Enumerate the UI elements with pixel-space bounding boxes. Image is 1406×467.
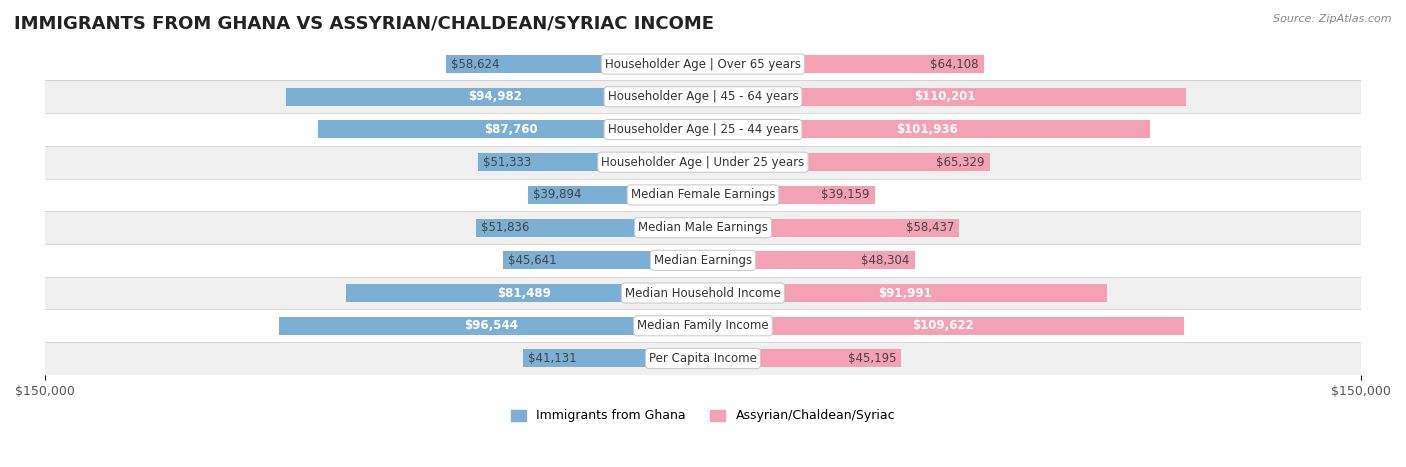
Text: $96,544: $96,544 — [464, 319, 519, 333]
Text: IMMIGRANTS FROM GHANA VS ASSYRIAN/CHALDEAN/SYRIAC INCOME: IMMIGRANTS FROM GHANA VS ASSYRIAN/CHALDE… — [14, 14, 714, 32]
Bar — [45, 113, 1361, 146]
Bar — [45, 342, 1361, 375]
Text: $45,641: $45,641 — [508, 254, 557, 267]
Bar — [318, 120, 703, 139]
Legend: Immigrants from Ghana, Assyrian/Chaldean/Syriac: Immigrants from Ghana, Assyrian/Chaldean… — [506, 404, 900, 427]
Text: $94,982: $94,982 — [468, 90, 522, 103]
Text: Source: ZipAtlas.com: Source: ZipAtlas.com — [1274, 14, 1392, 24]
Text: $65,329: $65,329 — [936, 156, 984, 169]
Text: $64,108: $64,108 — [931, 57, 979, 71]
Bar — [703, 219, 959, 237]
Bar — [475, 219, 703, 237]
Bar — [280, 317, 703, 335]
Text: $45,195: $45,195 — [848, 352, 896, 365]
Text: $41,131: $41,131 — [527, 352, 576, 365]
Text: Median Family Income: Median Family Income — [637, 319, 769, 333]
Text: Householder Age | Over 65 years: Householder Age | Over 65 years — [605, 57, 801, 71]
Bar — [45, 178, 1361, 211]
Text: Per Capita Income: Per Capita Income — [650, 352, 756, 365]
Bar — [523, 349, 703, 368]
Text: Median Female Earnings: Median Female Earnings — [631, 188, 775, 201]
Text: Median Male Earnings: Median Male Earnings — [638, 221, 768, 234]
Text: Householder Age | Under 25 years: Householder Age | Under 25 years — [602, 156, 804, 169]
Bar — [703, 284, 1107, 302]
Text: $101,936: $101,936 — [896, 123, 957, 136]
Bar — [703, 186, 875, 204]
Text: $48,304: $48,304 — [862, 254, 910, 267]
Text: Median Household Income: Median Household Income — [626, 287, 780, 299]
Bar — [703, 55, 984, 73]
Bar — [45, 310, 1361, 342]
Text: $51,836: $51,836 — [481, 221, 529, 234]
Text: $51,333: $51,333 — [484, 156, 531, 169]
Bar — [703, 349, 901, 368]
Text: $39,159: $39,159 — [821, 188, 869, 201]
Text: Householder Age | 45 - 64 years: Householder Age | 45 - 64 years — [607, 90, 799, 103]
Bar — [703, 88, 1187, 106]
Bar — [287, 88, 703, 106]
Bar — [703, 317, 1184, 335]
Bar — [503, 251, 703, 269]
Text: $87,760: $87,760 — [484, 123, 537, 136]
Text: $81,489: $81,489 — [498, 287, 551, 299]
Bar — [45, 48, 1361, 80]
Text: $109,622: $109,622 — [912, 319, 974, 333]
Bar — [45, 211, 1361, 244]
Text: Householder Age | 25 - 44 years: Householder Age | 25 - 44 years — [607, 123, 799, 136]
Text: $110,201: $110,201 — [914, 90, 976, 103]
Bar — [346, 284, 703, 302]
Bar — [703, 153, 990, 171]
Bar — [529, 186, 703, 204]
Bar — [703, 251, 915, 269]
Text: $58,624: $58,624 — [451, 57, 499, 71]
Bar — [45, 80, 1361, 113]
Text: $58,437: $58,437 — [905, 221, 955, 234]
Text: $39,894: $39,894 — [533, 188, 582, 201]
Bar — [45, 277, 1361, 310]
Text: Median Earnings: Median Earnings — [654, 254, 752, 267]
Bar — [703, 120, 1150, 139]
Bar — [45, 146, 1361, 178]
Bar — [45, 244, 1361, 277]
Text: $91,991: $91,991 — [877, 287, 932, 299]
Bar — [446, 55, 703, 73]
Bar — [478, 153, 703, 171]
